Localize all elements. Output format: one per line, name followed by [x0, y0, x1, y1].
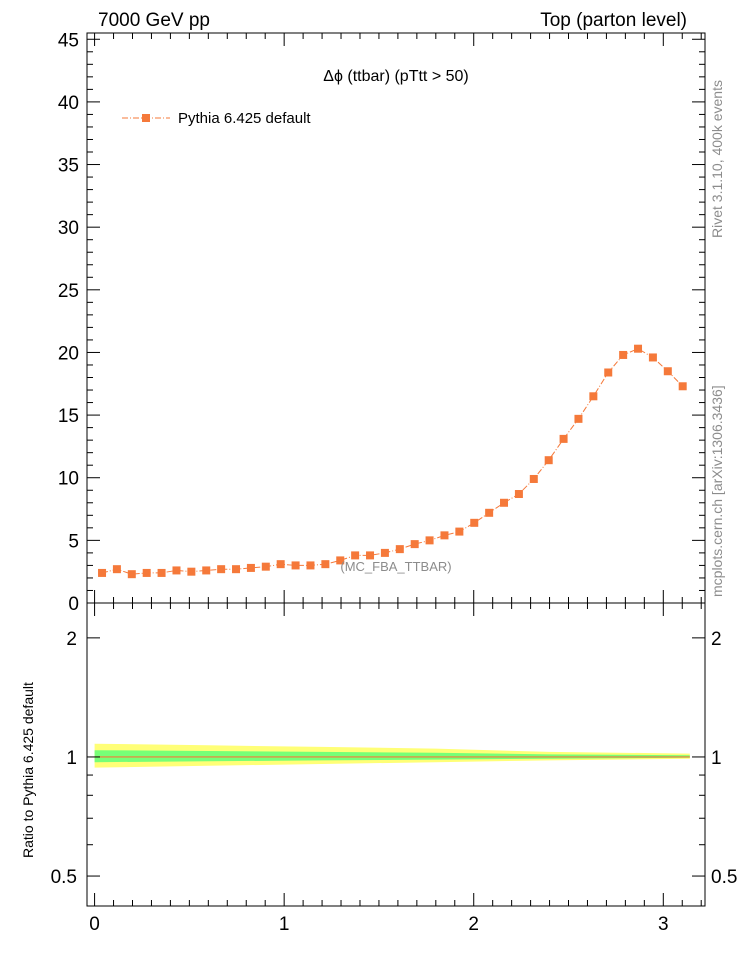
data-point: [485, 508, 494, 517]
legend-label: Pythia 6.425 default: [178, 110, 311, 127]
x-tick-label: 0: [89, 914, 100, 935]
data-point: [648, 353, 657, 362]
data-point: [440, 531, 449, 540]
header-right-label: Top (parton level): [540, 10, 687, 31]
data-point: [574, 414, 583, 423]
data-point: [678, 382, 687, 391]
mcplots-reference-label: mcplots.cern.ch [arXiv:1306.3436]: [709, 385, 725, 597]
data-point: [217, 565, 226, 574]
ratio-plot-frame: [86, 602, 706, 907]
data-point: [157, 568, 166, 577]
data-point: [351, 551, 360, 560]
data-point: [276, 560, 285, 569]
legend: Pythia 6.425 default: [122, 110, 311, 127]
legend-marker: [142, 114, 150, 122]
data-point: [500, 498, 509, 507]
data-point: [380, 548, 389, 557]
x-tick-label: 1: [279, 914, 290, 935]
rivet-version-label: Rivet 3.1.10, 400k events: [709, 80, 725, 238]
data-point: [112, 565, 121, 574]
x-tick-label: 2: [468, 914, 479, 935]
chart-title: Δϕ (ttbar) (pTtt > 50): [323, 68, 468, 85]
ratio-y-tick-label-right: 1: [711, 748, 722, 769]
x-tick-label: 3: [658, 914, 669, 935]
data-point: [98, 568, 107, 577]
y-tick-label: 30: [58, 218, 79, 239]
y-tick-label: 0: [68, 594, 79, 615]
main-panel: 0 5 10 15 20 25 30 35 40 45: [58, 30, 705, 615]
data-point: [589, 392, 598, 401]
ratio-y-tick-label-right: 0.5: [711, 867, 737, 888]
data-point: [127, 570, 136, 579]
data-point: [619, 350, 628, 359]
analysis-watermark: (MC_FBA_TTBAR): [340, 559, 451, 574]
data-point: [336, 556, 345, 565]
y-tick-label: 35: [58, 156, 79, 177]
data-point: [291, 561, 300, 570]
y-tick-label: 10: [58, 469, 79, 490]
data-point: [470, 518, 479, 527]
y-tick-label: 40: [58, 93, 79, 114]
data-point: [529, 474, 538, 483]
data-point: [142, 568, 151, 577]
data-point: [395, 545, 404, 554]
ratio-y-tick-label-left: 2: [66, 629, 77, 650]
data-point: [261, 562, 270, 571]
data-point: [410, 540, 419, 549]
ratio-y-tick-label-right: 2: [711, 629, 722, 650]
ratio-band-inner: [94, 750, 690, 763]
y-tick-label: 20: [58, 343, 79, 364]
ratio-y-axis-label: Ratio to Pythia 6.425 default: [20, 682, 36, 858]
data-point: [321, 560, 330, 569]
data-point: [544, 456, 553, 465]
data-point: [455, 527, 464, 536]
y-tick-label: 25: [58, 281, 79, 302]
data-point: [187, 567, 196, 576]
data-point: [366, 551, 375, 560]
header-left-label: 7000 GeV pp: [98, 10, 210, 31]
data-point: [634, 344, 643, 353]
ratio-y-tick-label-left: 0.5: [51, 867, 77, 888]
data-point: [232, 565, 241, 574]
series-line: [101, 348, 684, 575]
ratio-panel: 0 1 2 3 0.5 0.5 1 1 2 2: [51, 603, 737, 935]
data-point: [425, 536, 434, 545]
data-point: [202, 566, 211, 575]
data-point: [306, 561, 315, 570]
data-point: [172, 566, 181, 575]
y-tick-label: 5: [68, 531, 79, 552]
ratio-y-tick-label-left: 1: [66, 748, 77, 769]
data-point: [604, 368, 613, 377]
data-point: [246, 563, 255, 572]
data-point: [663, 367, 672, 376]
y-tick-label: 15: [58, 406, 79, 427]
data-point: [559, 434, 568, 443]
y-tick-label: 45: [58, 30, 79, 51]
data-point: [514, 490, 523, 499]
